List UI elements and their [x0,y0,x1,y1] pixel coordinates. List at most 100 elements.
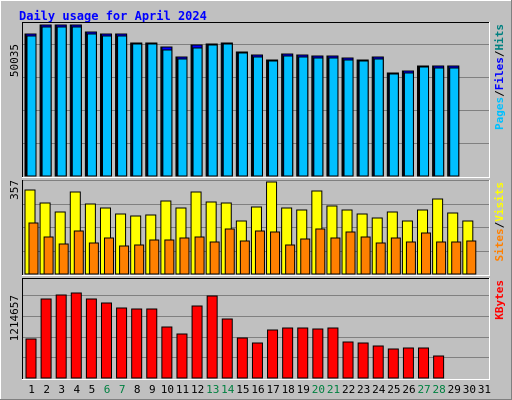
bar-bot-kbytes-21 [327,327,339,379]
x-tick-label-19: 19 [297,383,310,396]
bar-top-pages-22 [343,59,354,177]
bar-top-pages-10 [162,49,173,177]
bar-mid-sites-9 [149,239,160,275]
bar-top-pages-8 [132,43,143,177]
bar-top-pages-3 [56,26,67,177]
bar-bot-kbytes-3 [55,294,67,379]
bar-top-pages-19 [298,56,309,177]
bar-mid-sites-2 [43,236,54,275]
chart-panels: 50035Pages/Files/Hits357Sites/Visits1214… [8,22,506,380]
x-tick-label-29: 29 [448,383,461,396]
bar-bot-kbytes-16 [251,342,263,379]
bar-top-pages-23 [358,60,369,177]
bar-mid-sites-17 [270,231,281,275]
x-tick-label-6: 6 [104,383,111,396]
x-tick-label-25: 25 [387,383,400,396]
x-tick-label-7: 7 [119,383,126,396]
bar-bot-kbytes-15 [236,337,248,379]
bar-top-pages-29 [449,67,460,177]
bar-bot-kbytes-19 [297,327,309,379]
legend-entry-mid-2: Visits [493,182,506,222]
bar-mid-sites-19 [300,238,311,275]
bar-mid-sites-21 [330,237,341,275]
bar-bot-kbytes-8 [131,308,143,379]
bar-bot-kbytes-18 [282,327,294,379]
bar-bot-kbytes-25 [387,348,399,379]
bar-mid-sites-23 [360,236,371,275]
bar-mid-sites-13 [209,241,220,275]
x-tick-label-2: 2 [43,383,50,396]
bar-mid-sites-15 [239,240,250,275]
bar-mid-sites-30 [466,240,477,275]
bar-top-pages-2 [41,26,52,177]
bar-mid-sites-5 [88,242,99,275]
bar-bot-kbytes-11 [176,333,188,379]
x-tick-label-9: 9 [149,383,156,396]
bar-mid-sites-26 [405,241,416,275]
legend-entry-mid-1: / [493,221,506,228]
bar-mid-sites-27 [421,232,432,275]
panel-mid: 357 Sites/Visits [8,180,506,276]
bar-bot-kbytes-5 [85,298,97,379]
bar-mid-sites-1 [28,222,39,275]
legend-bot: KBytes [493,280,506,320]
x-tick-label-5: 5 [89,383,96,396]
bar-mid-sites-25 [390,237,401,275]
bar-mid-sites-22 [345,231,356,275]
legend-entry-top-0: Pages [493,97,506,130]
bar-bot-kbytes-22 [342,341,354,379]
bar-bot-kbytes-7 [116,307,128,379]
bar-mid-sites-7 [119,245,130,275]
bar-mid-sites-10 [164,239,175,275]
x-tick-label-22: 22 [342,383,355,396]
x-tick-label-27: 27 [417,383,430,396]
bar-top-pages-28 [434,67,445,177]
bar-bot-kbytes-2 [40,298,52,379]
legend-entry-top-4: Hits [493,24,506,51]
x-tick-label-14: 14 [221,383,235,396]
x-tick-label-26: 26 [402,383,415,396]
x-tick-labels: 1 2 3 4 5 6 7 8 9 10 11 12 13 14 15 16 17 18 19 20 21 22 23 24 2… [28,383,491,396]
bar-top-pages-24 [373,58,384,177]
bar-mid-sites-24 [375,242,386,275]
bar-bot-kbytes-26 [402,347,414,379]
bar-mid-sites-12 [194,236,205,275]
bar-top-pages-4 [71,26,82,177]
bar-bot-kbytes-10 [161,326,173,379]
panel-bot: 1214657 KBytes [8,278,506,380]
x-tick-label-3: 3 [58,383,65,396]
bar-top-pages-9 [147,43,158,177]
bar-mid-sites-11 [179,237,190,275]
x-tick-label-8: 8 [134,383,141,396]
bar-top-pages-25 [388,73,399,177]
bar-top-pages-5 [86,33,97,177]
bar-mid-sites-14 [224,228,235,275]
bar-top-pages-6 [101,35,112,177]
bar-mid-sites-18 [285,244,296,275]
bar-mid-sites-3 [58,243,69,275]
bar-top-pages-12 [192,47,203,177]
x-tick-label-1: 1 [28,383,35,396]
bar-bot-kbytes-23 [357,342,369,379]
bar-mid-sites-6 [103,237,114,275]
bar-top-pages-17 [268,60,279,177]
x-tick-label-10: 10 [161,383,174,396]
x-tick-label-15: 15 [236,383,249,396]
bar-mid-sites-8 [134,244,145,275]
x-tick-label-12: 12 [191,383,204,396]
x-tick-label-23: 23 [357,383,370,396]
bar-bot-kbytes-28 [433,355,445,379]
bar-mid-sites-29 [451,241,462,275]
x-tick-label-28: 28 [433,383,446,396]
x-tick-label-18: 18 [282,383,295,396]
legend-entry-mid-0: Sites [493,228,506,261]
bar-mid-sites-16 [254,230,265,275]
bar-bot-kbytes-13 [206,295,218,379]
legend-entry-top-1: / [493,90,506,97]
legend-top: Pages/Files/Hits [493,24,506,130]
bar-bot-kbytes-9 [146,308,158,379]
legend-entry-top-2: Files [493,57,506,90]
bar-bot-kbytes-4 [70,292,82,379]
bar-top-pages-16 [252,56,263,177]
